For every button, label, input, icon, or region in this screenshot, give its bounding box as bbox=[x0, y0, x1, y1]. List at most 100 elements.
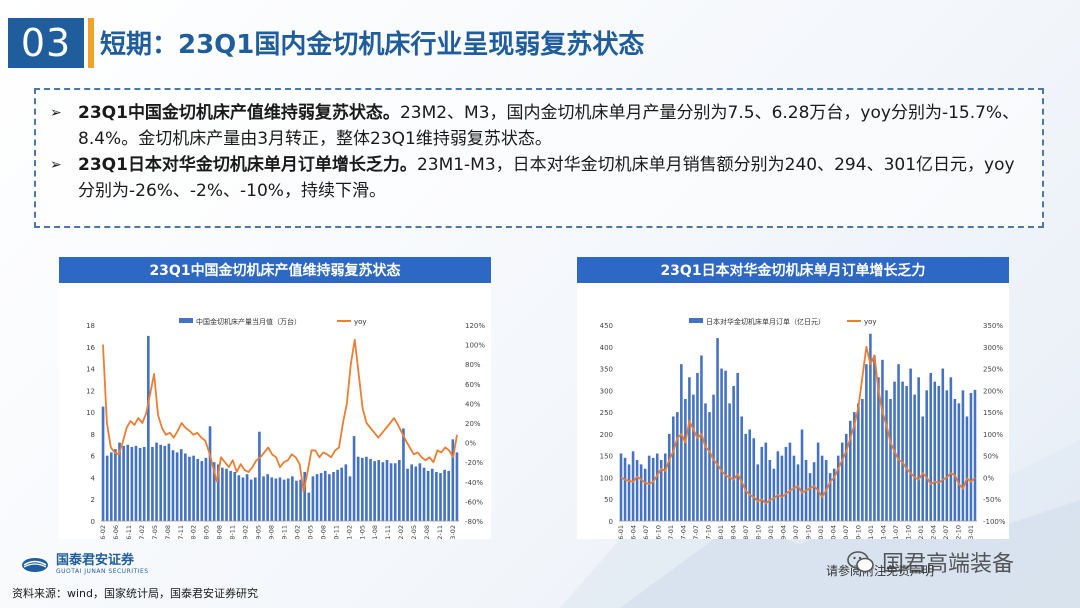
bar bbox=[167, 443, 171, 521]
bar bbox=[377, 460, 381, 521]
x-tick-label: 2020-05 bbox=[306, 525, 314, 539]
bar bbox=[836, 455, 840, 521]
bar bbox=[410, 464, 413, 521]
bar bbox=[752, 438, 756, 521]
y-left-tick-label: 0 bbox=[609, 518, 613, 526]
bar bbox=[869, 333, 872, 521]
x-tick-label: 2019-10 bbox=[805, 525, 813, 539]
bar bbox=[369, 458, 372, 521]
x-tick-label: 2019-07 bbox=[792, 525, 800, 539]
bar bbox=[905, 385, 908, 521]
bar bbox=[328, 474, 331, 521]
bar bbox=[732, 385, 735, 521]
bar bbox=[241, 477, 245, 521]
bar bbox=[881, 359, 884, 521]
bar bbox=[258, 431, 261, 521]
y-left-tick-label: 450 bbox=[600, 322, 613, 330]
bar bbox=[949, 377, 953, 521]
x-tick-label: 2020-02 bbox=[293, 525, 301, 539]
bullet-body: 23M2、M3，国内金切机床单月产量分别为7.5、6.28万台，yoy分别为-1… bbox=[78, 103, 1020, 149]
bar bbox=[953, 399, 957, 521]
bar bbox=[295, 480, 298, 521]
bar bbox=[212, 462, 216, 521]
bar bbox=[439, 473, 442, 521]
y-right-tick-label: -20% bbox=[465, 459, 483, 467]
bar bbox=[109, 452, 113, 521]
bar bbox=[398, 460, 401, 521]
legend-label: yoy bbox=[354, 318, 367, 326]
bar bbox=[179, 449, 183, 521]
x-tick-label: 2018-08 bbox=[216, 525, 224, 539]
y-left-tick-label: 100 bbox=[600, 474, 613, 482]
bar bbox=[925, 390, 928, 521]
bar bbox=[849, 420, 852, 521]
yoy-line bbox=[102, 338, 458, 493]
x-tick-label: 2020-07 bbox=[842, 525, 850, 539]
y-right-tick-label: 50% bbox=[983, 453, 999, 461]
x-tick-label: 2017-04 bbox=[680, 525, 688, 539]
x-tick-label: 2020-04 bbox=[830, 525, 838, 539]
bar bbox=[712, 394, 715, 521]
bar bbox=[945, 390, 949, 521]
bar bbox=[764, 442, 768, 521]
x-tick-label: 2022-07 bbox=[942, 525, 950, 539]
bar bbox=[430, 468, 434, 521]
logo-icon bbox=[22, 557, 48, 572]
y-right-tick-label: 0% bbox=[983, 474, 994, 482]
bar bbox=[299, 479, 302, 521]
bar bbox=[832, 468, 836, 521]
bar bbox=[385, 460, 389, 521]
bar bbox=[748, 429, 752, 521]
bar bbox=[812, 462, 816, 521]
bar bbox=[780, 455, 784, 521]
bar bbox=[402, 428, 405, 521]
x-tick-label: 2021-01 bbox=[867, 525, 875, 539]
bar bbox=[728, 403, 731, 521]
wechat-icon bbox=[847, 551, 874, 573]
bar bbox=[225, 468, 228, 521]
bar bbox=[188, 456, 191, 521]
legend-bar-swatch bbox=[689, 318, 703, 323]
y-right-tick-label: -60% bbox=[465, 498, 483, 506]
bar bbox=[118, 442, 121, 521]
bar bbox=[274, 478, 278, 521]
bar bbox=[114, 449, 117, 521]
bar bbox=[311, 476, 315, 521]
legend-label: 中国金切机床产量当月值（万台） bbox=[196, 317, 301, 326]
y-right-tick-label: -100% bbox=[983, 518, 1006, 526]
bar bbox=[619, 453, 623, 521]
bar bbox=[253, 477, 257, 521]
bar bbox=[688, 377, 691, 521]
bar bbox=[937, 385, 941, 521]
y-left-tick-label: 12 bbox=[86, 387, 95, 395]
x-tick-label: 2016-02 bbox=[99, 525, 107, 539]
chart-plot: 中国金切机床产量当月值（万台） yoy 0 2 4 6 8 10 12 14 16 18 -80% -60… bbox=[59, 283, 491, 539]
bar bbox=[307, 492, 311, 521]
x-tick-label: 2016-07 bbox=[642, 525, 650, 539]
x-tick-label: 2018-05 bbox=[203, 525, 211, 539]
bar bbox=[105, 455, 109, 521]
bar bbox=[204, 457, 208, 521]
bar bbox=[196, 458, 200, 521]
bar bbox=[414, 466, 418, 521]
bar bbox=[356, 456, 360, 521]
bar bbox=[816, 442, 820, 521]
y-left-tick-label: 50 bbox=[604, 496, 613, 504]
y-left-tick-label: 250 bbox=[600, 409, 613, 417]
bar bbox=[659, 460, 663, 521]
y-right-tick-label: -80% bbox=[465, 518, 483, 526]
bar bbox=[426, 470, 430, 521]
bar bbox=[627, 464, 631, 521]
x-tick-label: 2021-05 bbox=[358, 525, 366, 539]
chart-plot: 日本对华金切机床单月订单（亿日元） yoy 0 50 100 150 200 250 300 35… bbox=[577, 283, 1009, 539]
bar bbox=[724, 370, 727, 521]
summary-bullet: ➢ 23Q1中国金切机床产值维持弱复苏状态。23M2、M3，国内金切机床单月产量… bbox=[50, 100, 1026, 152]
bar bbox=[216, 464, 220, 521]
bar bbox=[965, 416, 969, 521]
bar bbox=[221, 467, 224, 521]
bar bbox=[800, 429, 804, 521]
y-right-tick-label: 120% bbox=[465, 322, 485, 330]
y-left-tick-label: 16 bbox=[86, 344, 95, 352]
bar bbox=[897, 364, 900, 521]
summary-box: ➢ 23Q1中国金切机床产值维持弱复苏状态。23M2、M3，国内金切机床单月产量… bbox=[34, 88, 1044, 228]
